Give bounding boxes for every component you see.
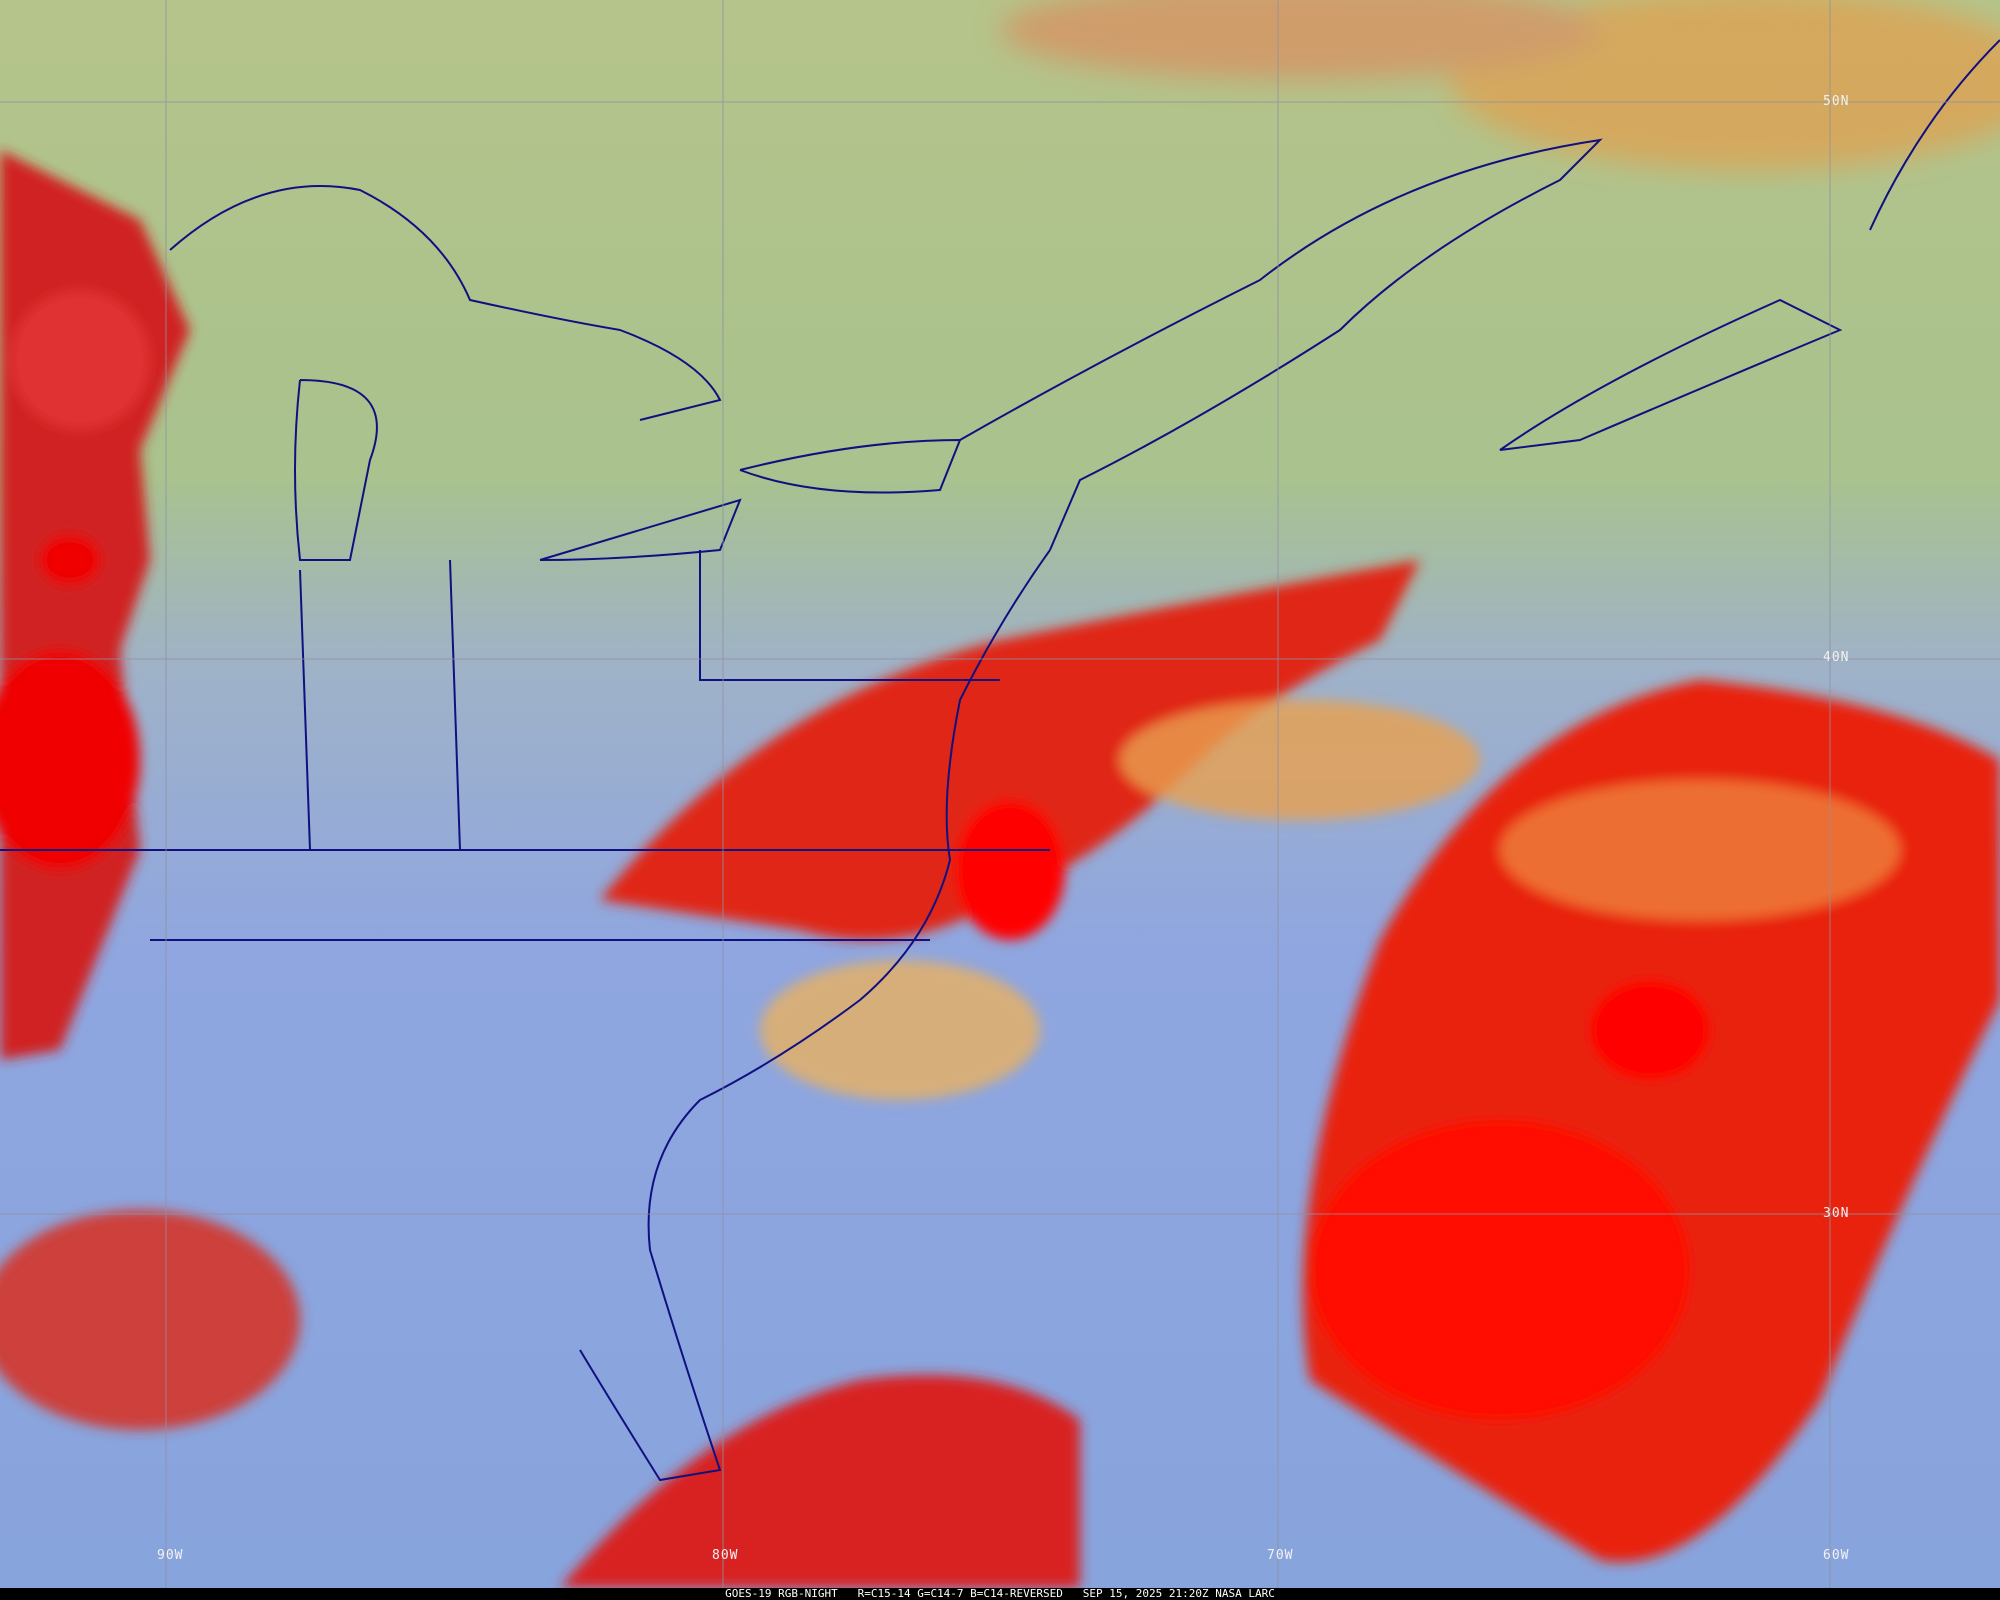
caption-satellite: GOES-19 RGB-NIGHT <box>725 1587 838 1600</box>
caption-recipe: R=C15-14 G=C14-7 B=C14-REVERSED <box>857 1587 1063 1600</box>
caption-timestamp: SEP 15, 2025 21:20Z <box>1082 1587 1209 1600</box>
longitude-label: 90W <box>157 1548 184 1563</box>
cloud-band-northeast <box>1000 0 2000 170</box>
political-boundaries <box>0 39 2000 1482</box>
longitude-label: 60W <box>1823 1548 1850 1563</box>
latitude-label: 50N <box>1823 94 1850 109</box>
cloud-band-mid-atlantic <box>600 560 1480 1100</box>
cloud-system-south <box>0 1210 1080 1588</box>
latitude-label: 40N <box>1823 650 1850 665</box>
cloud-system-atlantic <box>1303 680 2000 1562</box>
image-caption: GOES-19 RGB-NIGHT R=C15-14 G=C14-7 B=C14… <box>0 1588 2000 1600</box>
caption-credit: NASA LARC <box>1215 1587 1275 1600</box>
cloud-system-west <box>0 150 190 1060</box>
longitude-label: 70W <box>1267 1548 1294 1563</box>
latitude-label: 30N <box>1823 1206 1850 1221</box>
longitude-label: 80W <box>712 1548 739 1563</box>
